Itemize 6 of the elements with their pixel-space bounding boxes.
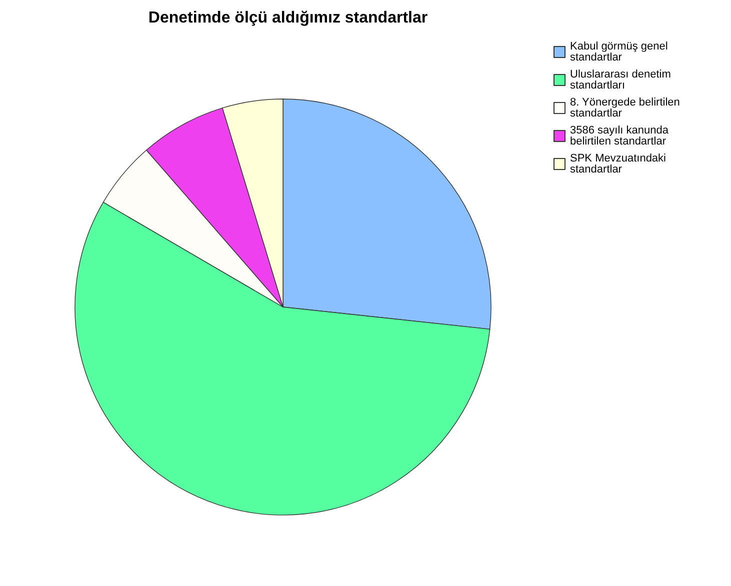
legend-label: Kabul görmüş genel standartlar	[570, 40, 671, 64]
legend-label: SPK Mevzuatındaki standartlar	[570, 152, 670, 176]
chart-title: Denetimde ölçü aldığımız standartlar	[148, 10, 428, 26]
legend-label: 3586 sayılı kanunda belirtilen standartlar	[570, 124, 672, 148]
legend-label: 8. Yönergede belirtilen standartlar	[570, 96, 683, 120]
legend-label: Uluslararası denetim standartları	[570, 68, 674, 92]
